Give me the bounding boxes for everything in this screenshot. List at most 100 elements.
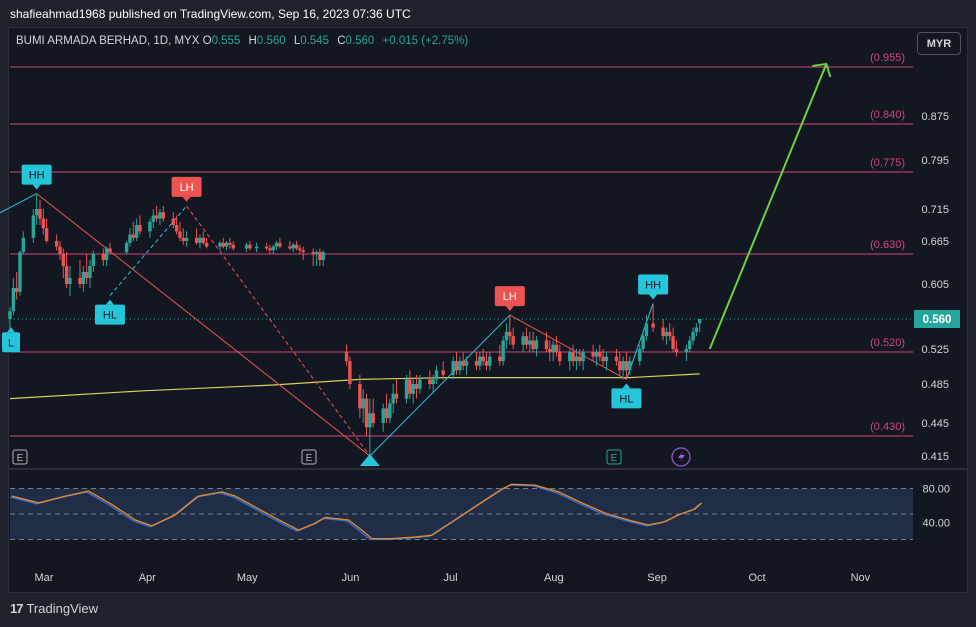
stochastic-axis-tick: 80.00 bbox=[922, 484, 950, 496]
candle-body bbox=[484, 361, 489, 366]
fib-level-label: (0.955) bbox=[870, 52, 905, 64]
candle-body bbox=[271, 246, 275, 251]
earnings-icon bbox=[606, 449, 622, 465]
currency-button[interactable]: MYR bbox=[917, 32, 961, 55]
candle-body bbox=[224, 242, 229, 247]
candle-body bbox=[278, 242, 282, 247]
candle-body bbox=[221, 242, 225, 247]
price-axis-tick: 0.795 bbox=[921, 155, 949, 167]
time-axis-tick: Aug bbox=[544, 572, 564, 584]
candle-body bbox=[88, 266, 92, 278]
high-label: H bbox=[248, 35, 257, 47]
candle-body bbox=[358, 384, 362, 409]
candle-body bbox=[154, 215, 159, 219]
candle-body bbox=[624, 361, 629, 371]
candle-body bbox=[14, 287, 19, 292]
candle-body bbox=[618, 361, 622, 371]
candle-body bbox=[568, 352, 572, 362]
pivot-label-text: HL bbox=[619, 393, 633, 405]
candle-body bbox=[674, 349, 679, 352]
candle-body bbox=[511, 336, 515, 345]
candle-body bbox=[408, 379, 412, 394]
candle-body bbox=[291, 244, 295, 249]
candle-body bbox=[591, 352, 595, 357]
pivot-label-text: HH bbox=[645, 279, 661, 291]
price-pane bbox=[9, 28, 967, 465]
stochastic-k-line bbox=[9, 484, 701, 541]
close-value: 0.560 bbox=[345, 35, 375, 47]
tradingview-logo-icon: 17 bbox=[10, 601, 24, 616]
trend-line-down-2 bbox=[186, 205, 371, 457]
pivot-label-pointer bbox=[649, 294, 658, 300]
candle-body bbox=[161, 212, 165, 219]
candle-body bbox=[21, 237, 26, 253]
candle-body bbox=[101, 254, 105, 260]
candle-body bbox=[194, 237, 199, 243]
candle-body bbox=[171, 218, 175, 225]
open-label: O bbox=[202, 35, 212, 47]
change-value: +0.015 (+2.75%) bbox=[382, 35, 469, 47]
candle-body bbox=[688, 340, 692, 349]
candle-body bbox=[644, 323, 649, 337]
trend-line-up-1 bbox=[0, 193, 37, 214]
candle-body bbox=[418, 379, 422, 389]
candle-body bbox=[524, 336, 529, 345]
candle-body bbox=[294, 244, 299, 249]
earnings-icon-glyph: E bbox=[17, 453, 24, 464]
candle-body bbox=[671, 336, 675, 349]
candle-body bbox=[604, 356, 609, 362]
high-value: 0.560 bbox=[256, 35, 286, 47]
earnings-icon bbox=[12, 449, 28, 465]
pivot-label-hl bbox=[94, 304, 125, 325]
pivot-label-pointer bbox=[622, 383, 631, 389]
candle-body bbox=[428, 379, 432, 384]
candle-body bbox=[54, 241, 59, 247]
candle-body bbox=[504, 331, 509, 341]
candle-body bbox=[268, 248, 272, 251]
candle-body bbox=[391, 393, 395, 404]
candle-body bbox=[578, 356, 582, 362]
candle-body bbox=[361, 398, 365, 409]
earnings-icon-glyph: E bbox=[306, 453, 313, 464]
last-price-value: 0.560 bbox=[923, 314, 952, 326]
earnings-icon-glyph: E bbox=[611, 453, 618, 464]
candle-body bbox=[651, 323, 655, 328]
candle-body bbox=[581, 352, 585, 362]
pivot-label-text: LH bbox=[180, 182, 194, 194]
candle-body bbox=[84, 272, 89, 278]
candle-body bbox=[128, 234, 132, 243]
candle-body bbox=[554, 344, 559, 352]
last-price-tag bbox=[914, 310, 960, 328]
candle-body bbox=[434, 370, 439, 380]
candle-body bbox=[31, 215, 36, 238]
candle-body bbox=[218, 242, 222, 247]
fib-level-label: (0.630) bbox=[870, 239, 905, 251]
candle-body bbox=[384, 408, 389, 419]
candle-body bbox=[534, 340, 539, 349]
candle-body bbox=[691, 331, 695, 341]
candle-body bbox=[404, 379, 409, 399]
price-axis-tick: 0.485 bbox=[921, 379, 949, 391]
candle-body bbox=[414, 384, 419, 389]
candle-body bbox=[531, 340, 535, 349]
candle-body bbox=[301, 250, 305, 253]
fib-level-label: (0.520) bbox=[870, 337, 905, 349]
candle-body bbox=[344, 352, 349, 362]
candle-body bbox=[311, 252, 315, 254]
candle-body bbox=[498, 356, 502, 362]
low-value: 0.545 bbox=[300, 35, 330, 47]
candle-body bbox=[298, 248, 302, 251]
time-axis-tick: Sep bbox=[647, 572, 667, 584]
candle-body bbox=[138, 225, 142, 232]
tradingview-brand[interactable]: 17 TradingView bbox=[10, 601, 98, 616]
stochastic-axis-tick: 40.00 bbox=[922, 518, 950, 530]
candle-body bbox=[131, 234, 135, 238]
candle-body bbox=[528, 340, 532, 345]
pivot-label-hh bbox=[638, 274, 669, 295]
candle-body bbox=[314, 252, 319, 254]
candle-body bbox=[454, 361, 459, 371]
candle-body bbox=[641, 336, 645, 349]
candle-body bbox=[614, 356, 619, 362]
pivot-label-hh bbox=[21, 164, 52, 185]
